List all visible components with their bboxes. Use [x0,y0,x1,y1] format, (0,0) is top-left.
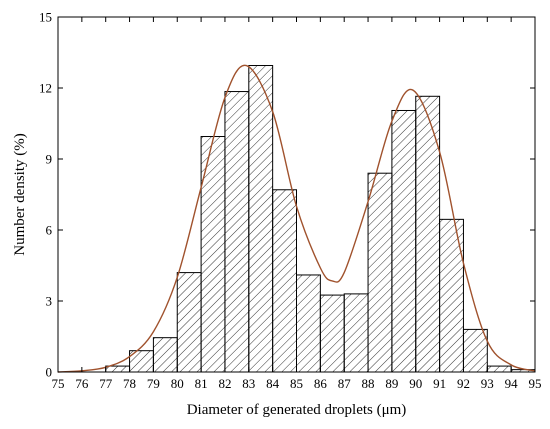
x-tick-label-8: 83 [242,376,255,391]
histogram-bar-2 [105,365,131,373]
histogram-bar-5 [176,272,202,373]
axes-layer: 75 76 77 78 79 80 81 82 83 84 85 86 87 88 89 90 91 92 93 94… [39,10,542,392]
histogram-bar-14 [391,109,417,373]
y-tick-label-1: 3 [46,294,53,309]
y-axis-title: Number density (%) [12,133,28,255]
x-tick-label-16: 91 [433,376,446,391]
y-tick-label-4: 12 [39,81,52,96]
x-tick-label-4: 79 [147,376,160,391]
y-tick-label-2: 6 [46,223,53,238]
x-tick-label-20: 95 [529,376,542,391]
histogram-bar-16 [439,218,464,373]
x-tick-label-12: 87 [338,376,352,391]
y-tick-label-3: 9 [46,152,53,167]
histogram-bar-12 [343,293,369,373]
x-tick-label-18: 93 [481,376,494,391]
x-tick-label-1: 76 [75,376,89,391]
x-tick-label-5: 80 [171,376,184,391]
histogram-bar-8 [248,65,274,373]
x-tick-label-3: 78 [123,376,136,391]
histogram-bar-10 [296,274,321,373]
histogram-bar-7 [224,91,250,373]
x-axis-title: Diameter of generated droplets (μm) [187,402,407,418]
x-tick-label-19: 94 [505,376,519,391]
histogram-bar-18 [486,365,512,373]
x-tick-label-13: 88 [362,376,375,391]
histogram-bar-11 [319,294,345,373]
histogram-bar-17 [462,328,488,373]
histogram-bar-13 [367,172,393,373]
x-tick-label-9: 84 [266,376,280,391]
x-tick-label-6: 81 [195,376,208,391]
histogram-bar-9 [272,189,297,373]
x-tick-label-17: 92 [457,376,470,391]
x-tick-label-14: 89 [385,376,398,391]
histogram-bar-4 [152,337,178,373]
x-tick-label-0: 75 [52,376,65,391]
y-tick-label-5: 15 [39,10,52,25]
bars-layer [105,65,536,373]
x-tick-label-7: 82 [218,376,231,391]
x-tick-label-10: 85 [290,376,303,391]
y-tick-label-0: 0 [46,365,53,380]
fit-curve [57,64,536,373]
x-tick-label-15: 90 [409,376,422,391]
x-tick-label-2: 77 [99,376,113,391]
x-tick-label-11: 86 [314,376,328,391]
fit-curve-layer [57,64,536,373]
